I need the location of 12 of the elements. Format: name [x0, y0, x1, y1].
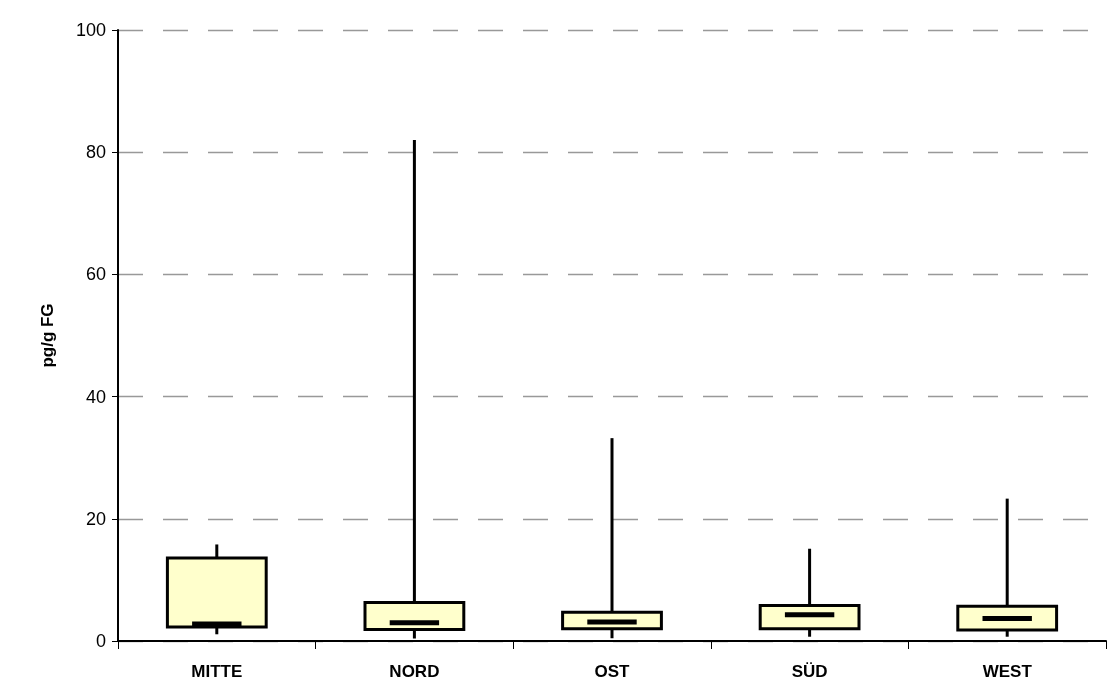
y-tick-label: 40 [85, 386, 106, 407]
y-axis-title: pg/g FG [38, 303, 57, 368]
y-tick-label: 80 [85, 142, 106, 163]
y-tick-label: 100 [75, 20, 106, 40]
x-tick-label: WEST [982, 662, 1033, 681]
y-tick-label: 20 [85, 508, 106, 529]
x-tick-label: OST [594, 662, 631, 681]
y-tick-label: 60 [85, 264, 106, 285]
x-tick-label: NORD [389, 662, 440, 681]
x-tick-label: MITTE [191, 662, 243, 681]
x-tick-label: SÜD [791, 662, 828, 681]
y-tick-label: 0 [95, 631, 106, 651]
